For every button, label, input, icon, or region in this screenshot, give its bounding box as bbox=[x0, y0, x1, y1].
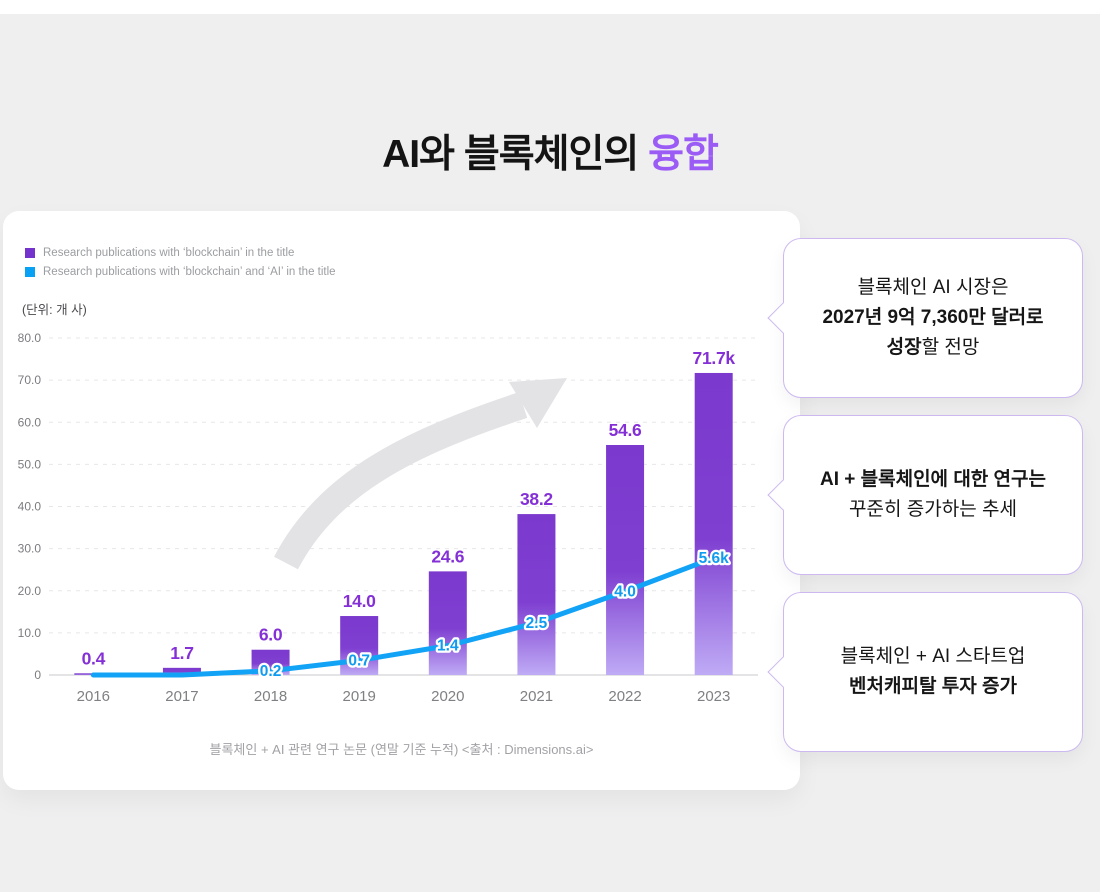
line-value-label: 0.2 bbox=[260, 663, 282, 680]
legend-item-blockchain-ai: Research publications with ‘blockchain’ … bbox=[25, 266, 336, 278]
callout-text: 블록체인 AI 시장은 bbox=[857, 277, 1009, 298]
legend-label: Research publications with ‘blockchain’ … bbox=[43, 247, 295, 259]
callout-text: 블록체인 + AI 스타트업 bbox=[840, 646, 1026, 667]
callout-line: 블록체인 + AI 스타트업 bbox=[841, 642, 1026, 672]
top-white-strip bbox=[0, 0, 1100, 14]
line-value-label: 0.7 bbox=[348, 652, 370, 669]
callout-line: 블록체인 AI 시장은 bbox=[858, 273, 1009, 303]
bar-value-label: 24.6 bbox=[431, 546, 464, 566]
bar-value-label: 38.2 bbox=[520, 489, 553, 509]
legend-swatch-blue bbox=[25, 267, 35, 277]
callout-text: 할 전망 bbox=[921, 337, 980, 358]
bar-2020 bbox=[428, 571, 467, 675]
bar-line-chart: 80.0 70.0 60.0 50.0 40.0 30.0 20.0 10.0 0 2016 201… bbox=[18, 331, 758, 705]
bar-value-label: 1.7 bbox=[170, 643, 193, 663]
y-tick-label: 0 bbox=[34, 668, 41, 682]
callout-text: 벤처캐피탈 투자 증가 bbox=[849, 676, 1017, 697]
y-axis-unit-label: (단위: 개 사) bbox=[22, 303, 87, 317]
x-tick-label-2016: 2016 bbox=[77, 688, 110, 705]
x-tick-label-2022: 2022 bbox=[608, 688, 641, 705]
page-title: AI와 블록체인의 융합 bbox=[0, 123, 1100, 179]
y-tick-label: 30.0 bbox=[18, 542, 42, 556]
x-tick-label-2019: 2019 bbox=[343, 688, 376, 705]
callout-line: 벤처캐피탈 투자 증가 bbox=[849, 672, 1017, 702]
x-tick-label-2020: 2020 bbox=[431, 688, 464, 705]
bar-2019 bbox=[340, 616, 379, 675]
x-tick-label-2021: 2021 bbox=[520, 688, 553, 705]
legend-label: Research publications with ‘blockchain’ … bbox=[43, 266, 336, 278]
callout-line: AI + 블록체인에 대한 연구는 bbox=[820, 465, 1046, 495]
x-tick-label-2017: 2017 bbox=[165, 688, 198, 705]
chart-caption: 블록체인 + AI 관련 연구 논문 (연말 기준 누적) <출처 : Dime… bbox=[209, 742, 594, 757]
y-tick-label: 40.0 bbox=[18, 500, 42, 514]
bar-value-label: 6.0 bbox=[259, 625, 283, 645]
page-title-accent: 융합 bbox=[648, 133, 719, 177]
bar-value-label: 71.7k bbox=[693, 348, 736, 368]
y-tick-label: 80.0 bbox=[18, 331, 42, 345]
chart-legend: Research publications with ‘blockchain’ … bbox=[25, 247, 336, 278]
y-tick-label: 20.0 bbox=[18, 584, 42, 598]
legend-swatch-purple bbox=[25, 248, 35, 258]
callout-text: AI + 블록체인에 대한 연구는 bbox=[819, 469, 1046, 490]
x-tick-label-2018: 2018 bbox=[254, 688, 287, 705]
callout-text: 꾸준히 증가하는 추세 bbox=[849, 499, 1017, 520]
line-value-label: 5.6k bbox=[699, 550, 730, 567]
growth-arrow-watermark bbox=[274, 378, 567, 570]
bar-value-label: 0.4 bbox=[82, 648, 106, 668]
legend-item-blockchain: Research publications with ‘blockchain’ … bbox=[25, 247, 336, 259]
callout-text: 성장 bbox=[886, 337, 922, 358]
callout-line: 성장할 전망 bbox=[887, 333, 980, 363]
callout-text: 2027년 9억 7,360만 달러로 bbox=[822, 307, 1044, 328]
bar-2021 bbox=[517, 514, 556, 675]
chart-card: Research publications with ‘blockchain’ … bbox=[3, 211, 800, 790]
bar-2022 bbox=[606, 444, 645, 675]
y-tick-label: 50.0 bbox=[18, 457, 42, 471]
bar-2017 bbox=[162, 667, 201, 675]
y-tick-label: 60.0 bbox=[18, 415, 42, 429]
ai-blockchain-line bbox=[90, 555, 717, 678]
x-tick-label-2023: 2023 bbox=[697, 688, 730, 705]
line-value-label: 4.0 bbox=[614, 583, 636, 600]
bar-2023 bbox=[694, 372, 733, 675]
line-value-label: 2.5 bbox=[526, 615, 548, 632]
bar-value-label: 14.0 bbox=[343, 591, 376, 611]
callout-line: 2027년 9억 7,360만 달러로 bbox=[822, 303, 1043, 333]
y-tick-label: 10.0 bbox=[18, 626, 42, 640]
line-value-label: 1.4 bbox=[437, 638, 459, 655]
bar-value-label: 54.6 bbox=[609, 420, 642, 440]
page-title-main: AI와 블록체인의 bbox=[382, 133, 649, 177]
y-tick-label: 70.0 bbox=[18, 373, 42, 387]
callout-line: 꾸준히 증가하는 추세 bbox=[849, 495, 1017, 525]
